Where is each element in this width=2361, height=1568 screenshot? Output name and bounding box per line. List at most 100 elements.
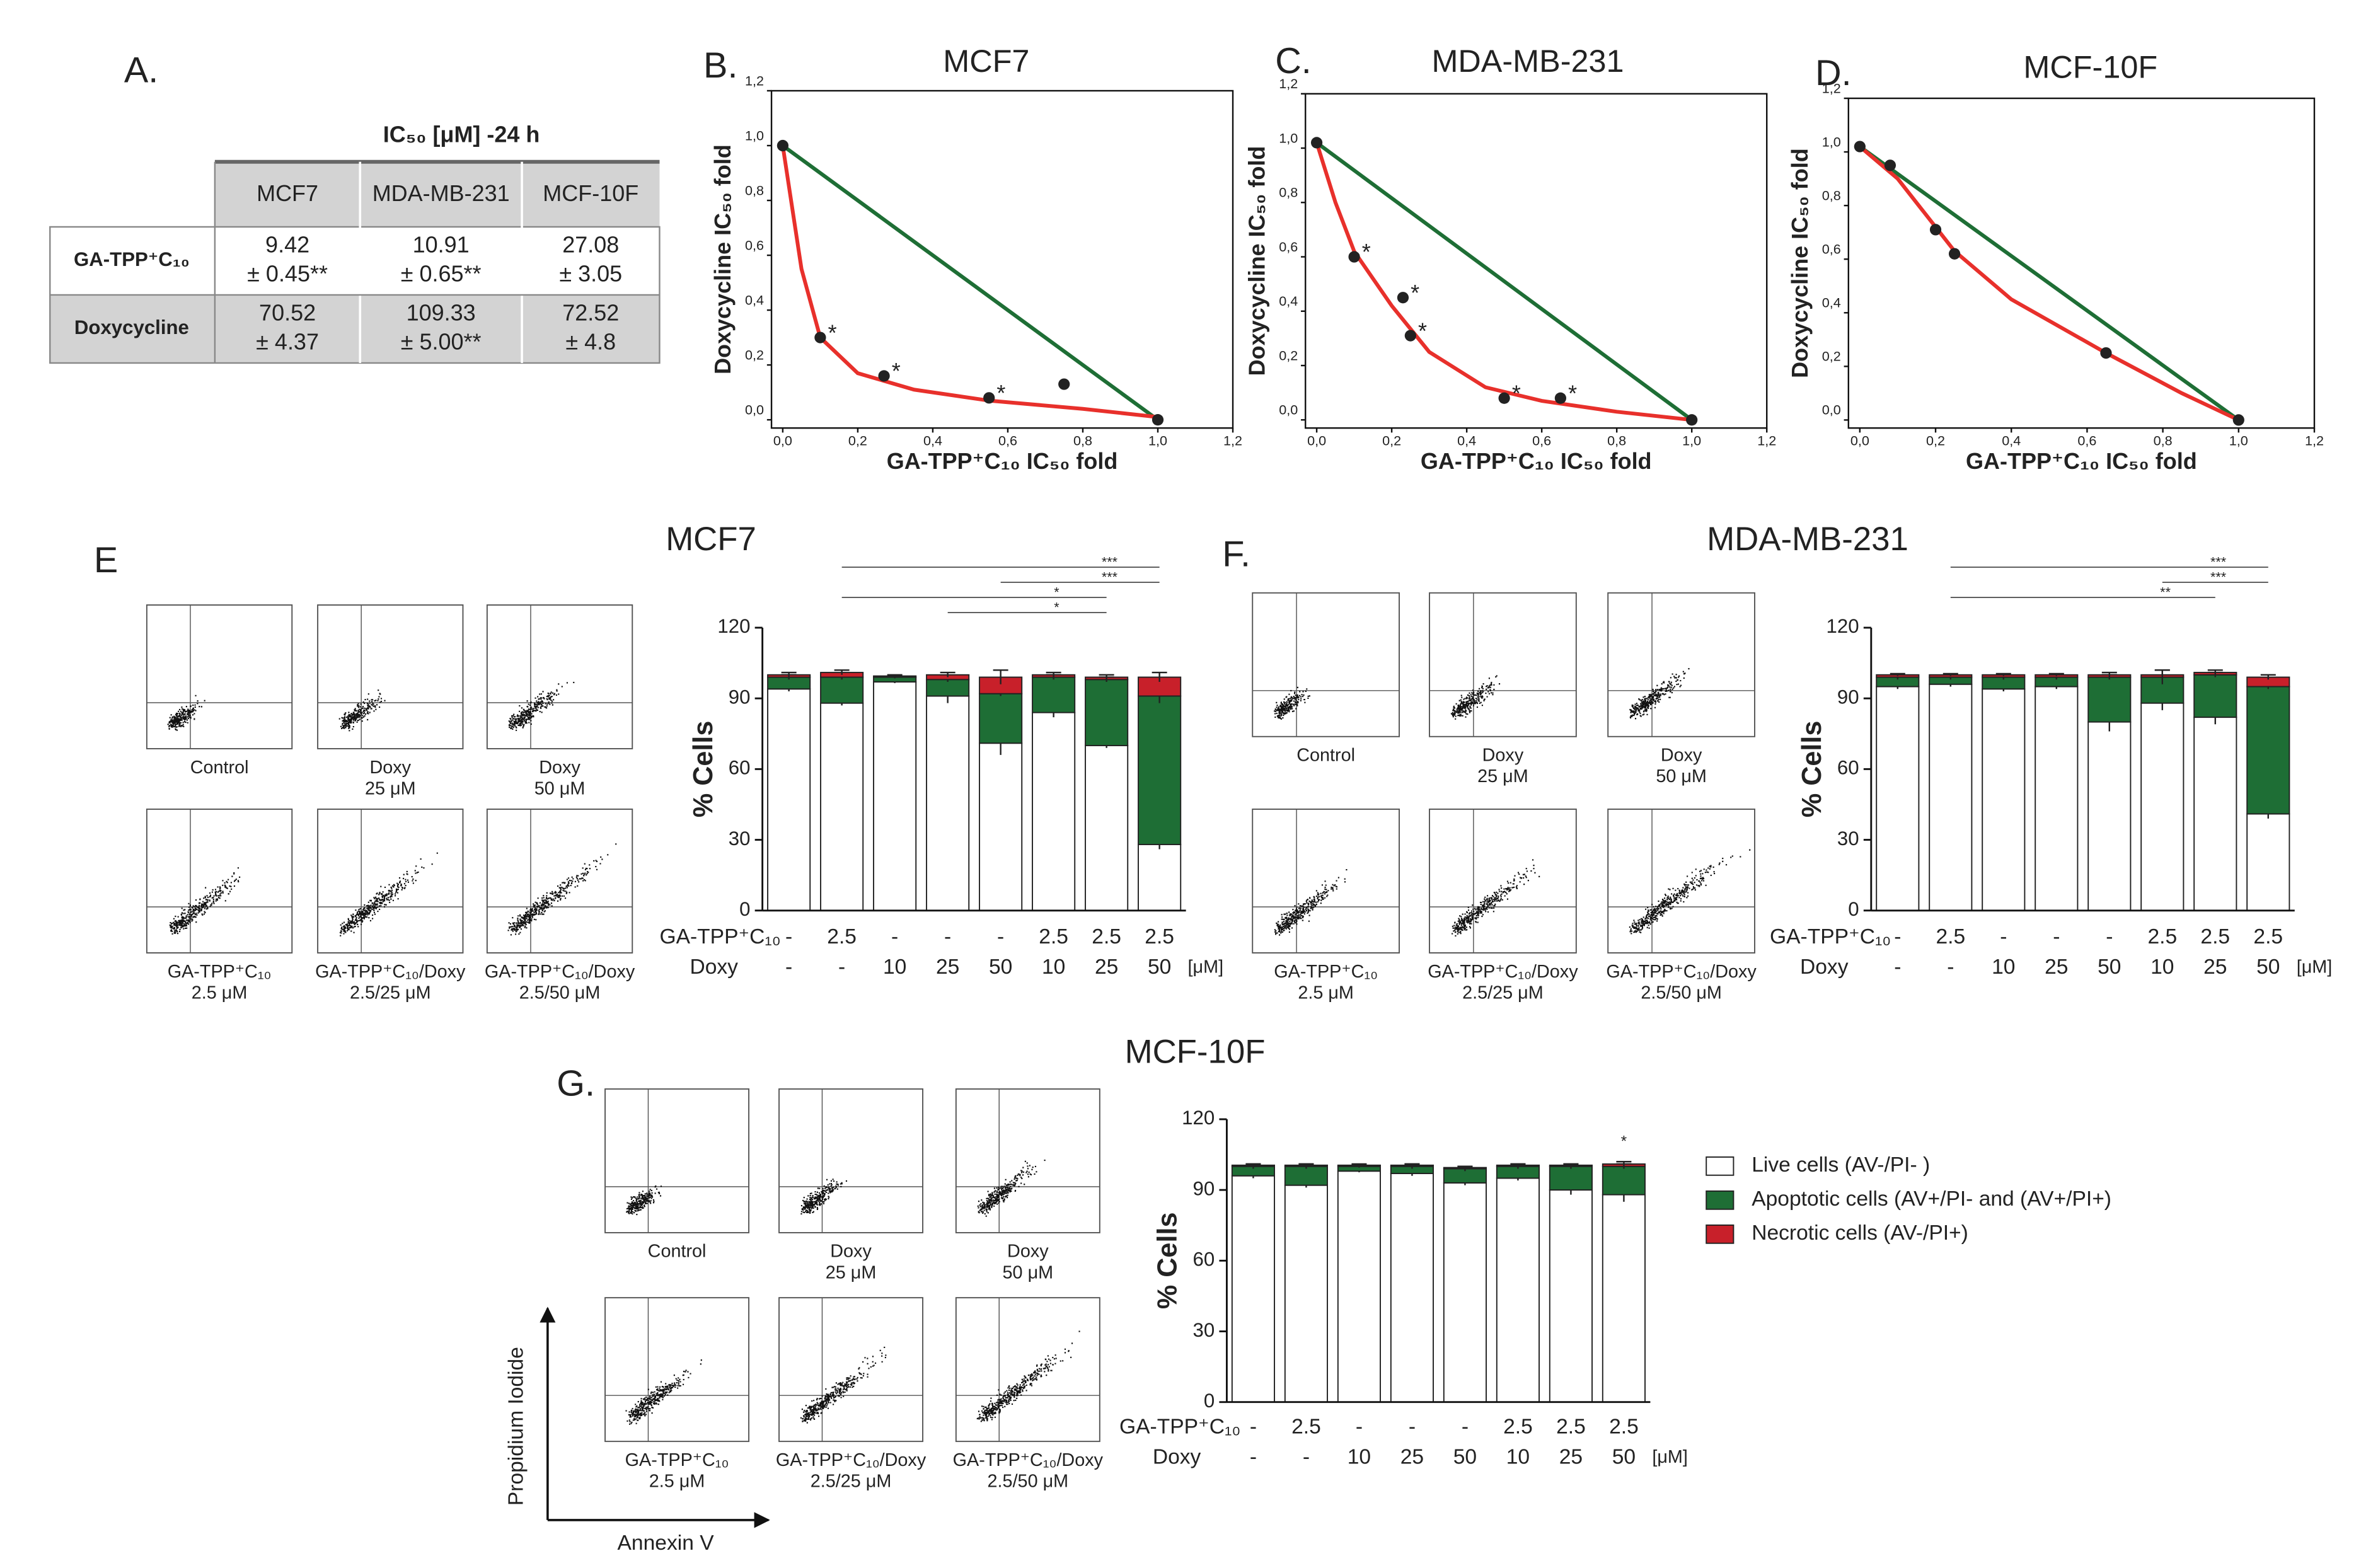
- error-bar: [1298, 1163, 1314, 1167]
- flow-plot: [778, 1088, 924, 1233]
- bar-segment: [1549, 1165, 1593, 1191]
- flow-frame: [1429, 592, 1577, 737]
- y-tick-label: 0,2: [745, 347, 764, 362]
- flow-caption: GA-TPP⁺C₁₀/Doxy: [1428, 962, 1578, 982]
- y-tick-label: 0: [1848, 898, 1859, 920]
- bar-segment: [1284, 1165, 1328, 1186]
- significance-label: **: [2160, 584, 2171, 599]
- x-category-label: 25: [936, 955, 959, 979]
- flow-plot: [146, 604, 293, 749]
- flow-plot: [1429, 592, 1577, 737]
- error-bar: [1046, 671, 1061, 677]
- error-bar: [1457, 1165, 1473, 1169]
- x-category-label: 50: [1148, 955, 1171, 979]
- x-tick-label: 0,0: [773, 432, 792, 448]
- x-tick-label: 1,2: [1757, 432, 1776, 448]
- flow-events: [626, 1185, 662, 1216]
- flow-plot: [1252, 808, 1400, 954]
- data-point: [1348, 251, 1360, 263]
- curve: [782, 144, 1159, 422]
- category-row-label: Doxy: [1800, 955, 1849, 979]
- x-tick-label: 1,0: [1682, 432, 1701, 448]
- y-tick-label: 0,0: [1822, 402, 1841, 418]
- x-category-label: 2.5: [1503, 1415, 1533, 1438]
- flow-events: [1629, 668, 1690, 720]
- data-point: [1948, 248, 1961, 260]
- bar-segment: [1390, 1173, 1434, 1403]
- flow-plot: [955, 1088, 1100, 1233]
- table-cell: ± 0.45**: [247, 260, 328, 286]
- y-tick-label: 90: [729, 686, 751, 708]
- data-point: [1404, 330, 1416, 342]
- y-tick-label: 0: [1204, 1390, 1215, 1412]
- category-row-label: Doxy: [1153, 1445, 1201, 1468]
- error-bar: [940, 671, 955, 677]
- error-bar: [1616, 1161, 1632, 1167]
- bar-segment: [2087, 676, 2132, 723]
- flow-caption: 2.5/50 μM: [988, 1472, 1069, 1492]
- flow-caption: 50 μM: [1656, 766, 1707, 787]
- x-tick-label: 0,4: [923, 432, 942, 448]
- flow-caption: GA-TPP⁺C₁₀/Doxy: [776, 1450, 927, 1470]
- flow-caption: GA-TPP⁺C₁₀: [1274, 962, 1378, 982]
- plot-frame: [1847, 97, 2316, 429]
- flow-caption: 2.5/50 μM: [1641, 983, 1722, 1003]
- x-category-label: 2.5: [2200, 925, 2230, 948]
- flow-caption: 2.5/25 μM: [1462, 983, 1544, 1003]
- flow-events: [800, 1179, 848, 1215]
- x-category-label: 50: [2098, 955, 2121, 979]
- error-bar: [1351, 1163, 1367, 1167]
- x-category-label: -: [785, 955, 792, 979]
- x-category-label: 10: [1042, 955, 1065, 979]
- table-cell: ± 4.8: [565, 328, 616, 354]
- x-category-label: 10: [1992, 955, 2015, 979]
- error-bar: [834, 669, 850, 675]
- data-point: [1554, 392, 1567, 404]
- bar-segment: [1032, 712, 1076, 911]
- flow-caption: Doxy: [539, 758, 580, 778]
- x-tick-label: 1,0: [1148, 432, 1167, 448]
- x-category-label: -: [1250, 1415, 1257, 1438]
- bar-segment: [2246, 686, 2290, 815]
- y-tick-label: 0,8: [1822, 187, 1841, 203]
- bar-segment: [1032, 676, 1076, 713]
- x-category-label: -: [2106, 925, 2113, 948]
- flow-caption: Control: [190, 758, 249, 778]
- bar-segment: [820, 676, 864, 704]
- y-axis-label: % Cells: [1153, 1213, 1183, 1310]
- data-point: [878, 370, 890, 382]
- y-tick-label: 90: [1193, 1177, 1215, 1199]
- flow-frame: [486, 604, 633, 749]
- x-tick-label: 1,2: [2305, 432, 2324, 448]
- x-axis-label: GA-TPP⁺C₁₀ IC₅₀ fold: [1966, 448, 2197, 474]
- flow-caption: Doxy: [1007, 1242, 1049, 1262]
- x-tick-label: 0,8: [1607, 432, 1626, 448]
- x-category-label: 2.5: [2147, 925, 2177, 948]
- chart-title: MDA-MB-231: [1707, 521, 1908, 558]
- unit-label: [μM]: [1652, 1447, 1688, 1467]
- flow-caption: Doxy: [1482, 746, 1524, 766]
- bar-segment: [1929, 683, 1973, 911]
- x-category-label: 10: [2150, 955, 2174, 979]
- y-axis-label: Doxycycline IC₅₀ fold: [710, 144, 736, 374]
- error-bar: [2154, 669, 2170, 680]
- x-tick-label: 1,0: [2229, 432, 2248, 448]
- data-point: [1498, 392, 1510, 404]
- error-bar: [1245, 1163, 1261, 1167]
- table-col-header: MCF-10F: [543, 180, 638, 206]
- unit-label: [μM]: [1188, 957, 1224, 977]
- x-category-label: -: [1894, 925, 1901, 948]
- flow-caption: 2.5 μM: [1298, 983, 1354, 1003]
- y-tick-label: 0,4: [1822, 295, 1841, 311]
- bar-segment: [2193, 674, 2237, 718]
- x-tick-label: 0,4: [2002, 432, 2021, 448]
- x-category-label: 25: [2045, 955, 2068, 979]
- panel-label: G.: [557, 1063, 595, 1104]
- table-row-header: Doxycycline: [74, 316, 189, 338]
- y-tick-label: 1,0: [745, 127, 764, 143]
- x-category-label: 25: [1400, 1445, 1424, 1468]
- y-tick-label: 1,0: [1279, 130, 1298, 146]
- x-category-label: 25: [1095, 955, 1118, 979]
- chart-title: MCF-10F: [1125, 1034, 1266, 1071]
